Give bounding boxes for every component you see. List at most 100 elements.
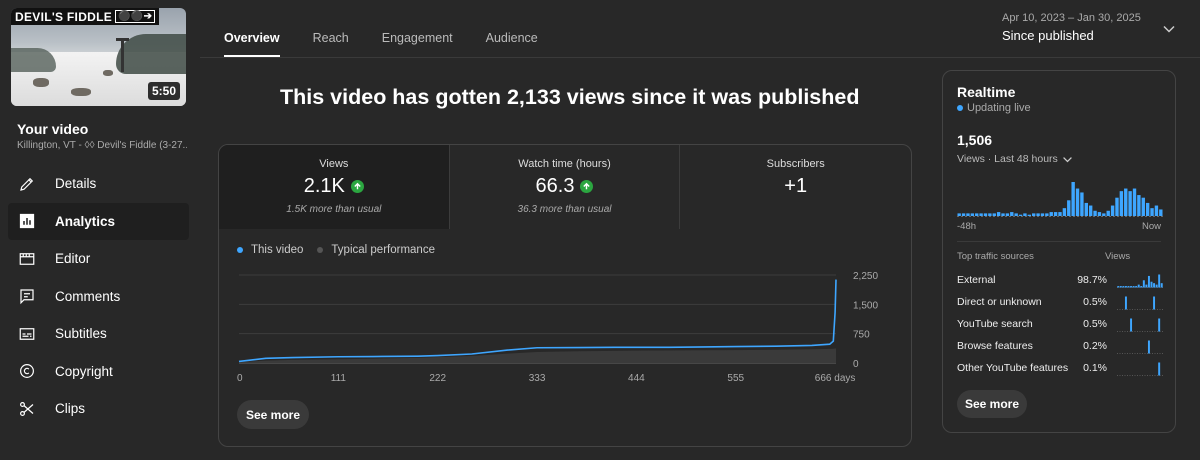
realtime-bar	[1132, 188, 1137, 216]
metric-note: 1.5K more than usual	[286, 204, 382, 215]
thumbnail-lift-tower	[116, 38, 129, 72]
realtime-bar	[975, 213, 979, 216]
realtime-bar	[1071, 182, 1075, 216]
realtime-bar	[1137, 195, 1141, 216]
realtime-bar	[1159, 209, 1163, 216]
x-tick-label: 0	[237, 373, 243, 384]
tab-reach[interactable]: Reach	[312, 31, 349, 45]
metric-views[interactable]: Views 2.1K 1.5K more than usual	[219, 145, 450, 229]
realtime-bar	[988, 213, 992, 216]
sparkline-bar	[1142, 280, 1145, 288]
metric-value-row: +1	[680, 175, 911, 198]
legend-dot	[237, 247, 243, 253]
realtime-bar	[1080, 192, 1084, 216]
sidebar-nav: Details Analytics Editor Comments Subtit…	[8, 165, 189, 428]
realtime-live-label: Updating live	[967, 102, 1031, 114]
traffic-source-percent: 0.5%	[1083, 318, 1107, 330]
copyright-icon	[18, 362, 36, 380]
metric-value: 2.1K	[303, 175, 345, 197]
metric-subscribers[interactable]: Subscribers +1	[680, 145, 911, 229]
traffic-views-heading: Views	[1105, 251, 1131, 262]
realtime-card: Realtime Updating live 1,506 Views · Las…	[942, 70, 1176, 433]
realtime-bar	[1084, 202, 1088, 216]
sparkline-bar	[1122, 286, 1125, 288]
sidebar-item-label: Clips	[55, 401, 86, 417]
traffic-source-percent: 0.1%	[1083, 362, 1107, 374]
legend-typical: Typical performance	[317, 244, 435, 256]
traffic-source-row: Other YouTube features 0.1%	[957, 358, 1163, 380]
sparkline-bar	[1147, 340, 1150, 354]
sidebar-item-editor[interactable]: Editor	[8, 240, 189, 278]
y-tick-label: 2,250	[853, 271, 878, 282]
sparkline-bar	[1130, 286, 1133, 288]
metric-watch-time[interactable]: Watch time (hours) 66.3 36.3 more than u…	[450, 145, 681, 229]
sidebar: DEVIL'S FIDDLE ⚫⚫➔ 5:50 Your video Killi…	[0, 0, 200, 460]
page-title: This video has gotten 2,133 views since …	[280, 85, 860, 109]
views-chart[interactable]: 2,250 1,500 750 0 0 111 222 333 444 555 666 days	[219, 263, 911, 385]
realtime-bar	[1119, 191, 1124, 216]
realtime-bar	[957, 213, 961, 216]
realtime-bar-chart[interactable]	[957, 181, 1163, 217]
video-title-subtitle[interactable]: Killington, VT - ◊◊ Devil's Fiddle (3-27…	[17, 140, 187, 151]
see-more-button[interactable]: See more	[237, 400, 309, 429]
subtitles-icon	[18, 325, 36, 343]
typical-performance-area	[239, 348, 836, 363]
tab-overview[interactable]: Overview	[224, 0, 280, 57]
chart-legend: This video Typical performance	[237, 244, 435, 256]
realtime-count: 1,506	[957, 132, 993, 148]
thumbnail-trees-left	[11, 48, 56, 72]
sidebar-item-copyright[interactable]: Copyright	[8, 353, 189, 391]
video-thumbnail[interactable]: DEVIL'S FIDDLE ⚫⚫➔ 5:50	[11, 8, 186, 106]
tab-audience[interactable]: Audience	[485, 31, 538, 45]
realtime-bar	[1001, 213, 1005, 216]
realtime-bar	[966, 213, 970, 216]
realtime-bar	[1067, 200, 1071, 216]
sidebar-item-comments[interactable]: Comments	[8, 278, 189, 316]
realtime-see-more-button[interactable]: See more	[957, 390, 1027, 418]
sidebar-item-details[interactable]: Details	[8, 165, 189, 203]
thumbnail-rock	[71, 88, 91, 96]
realtime-range-dropdown[interactable]: Views · Last 48 hours	[957, 153, 1073, 165]
sparkline-bar	[1158, 362, 1161, 376]
analytics-icon	[18, 212, 36, 230]
pencil-icon	[18, 175, 36, 193]
metric-value-row: 2.1K	[219, 175, 449, 198]
traffic-sparkline	[1117, 296, 1163, 310]
sidebar-item-subtitles[interactable]: Subtitles	[8, 315, 189, 353]
chevron-down-icon[interactable]	[1162, 22, 1176, 36]
traffic-source-percent: 0.2%	[1083, 340, 1107, 352]
sparkline-bar	[1117, 286, 1120, 288]
sidebar-item-analytics[interactable]: Analytics	[8, 202, 189, 240]
realtime-title: Realtime	[957, 84, 1016, 100]
sidebar-item-clips[interactable]: Clips	[8, 390, 189, 428]
date-range-text[interactable]: Apr 10, 2023 – Jan 30, 2025	[1002, 12, 1141, 24]
traffic-source-row: Direct or unknown 0.5%	[957, 292, 1163, 314]
sparkline-bar	[1158, 274, 1161, 288]
tab-engagement[interactable]: Engagement	[381, 31, 453, 45]
metric-value-row: 66.3	[450, 175, 680, 198]
realtime-bar	[1102, 213, 1106, 216]
realtime-bar	[1045, 213, 1049, 216]
realtime-bar	[1128, 191, 1132, 216]
legend-this-video: This video	[237, 244, 303, 256]
sparkline-bar	[1132, 286, 1135, 288]
x-tick-label: 555	[727, 373, 744, 384]
overview-card: Views 2.1K 1.5K more than usual Watch ti…	[218, 144, 912, 447]
date-range-label[interactable]: Since published	[1002, 28, 1094, 43]
metric-value: +1	[784, 175, 808, 197]
thumbnail-title-text: DEVIL'S FIDDLE	[15, 9, 113, 24]
traffic-source-row: YouTube search 0.5%	[957, 314, 1163, 336]
traffic-source-percent: 0.5%	[1083, 296, 1107, 308]
realtime-bar	[1040, 213, 1045, 216]
realtime-bar	[996, 212, 1001, 216]
sparkline-bar	[1153, 296, 1156, 310]
realtime-bar	[1023, 213, 1027, 216]
thumbnail-badge: ⚫⚫➔	[115, 10, 156, 23]
realtime-bar	[979, 213, 983, 216]
traffic-source-name: YouTube search	[957, 318, 1033, 330]
realtime-bar	[992, 213, 996, 216]
realtime-bar	[970, 213, 975, 216]
realtime-bar	[1027, 214, 1032, 216]
header-divider	[200, 57, 1200, 58]
sidebar-item-label: Editor	[55, 251, 91, 267]
